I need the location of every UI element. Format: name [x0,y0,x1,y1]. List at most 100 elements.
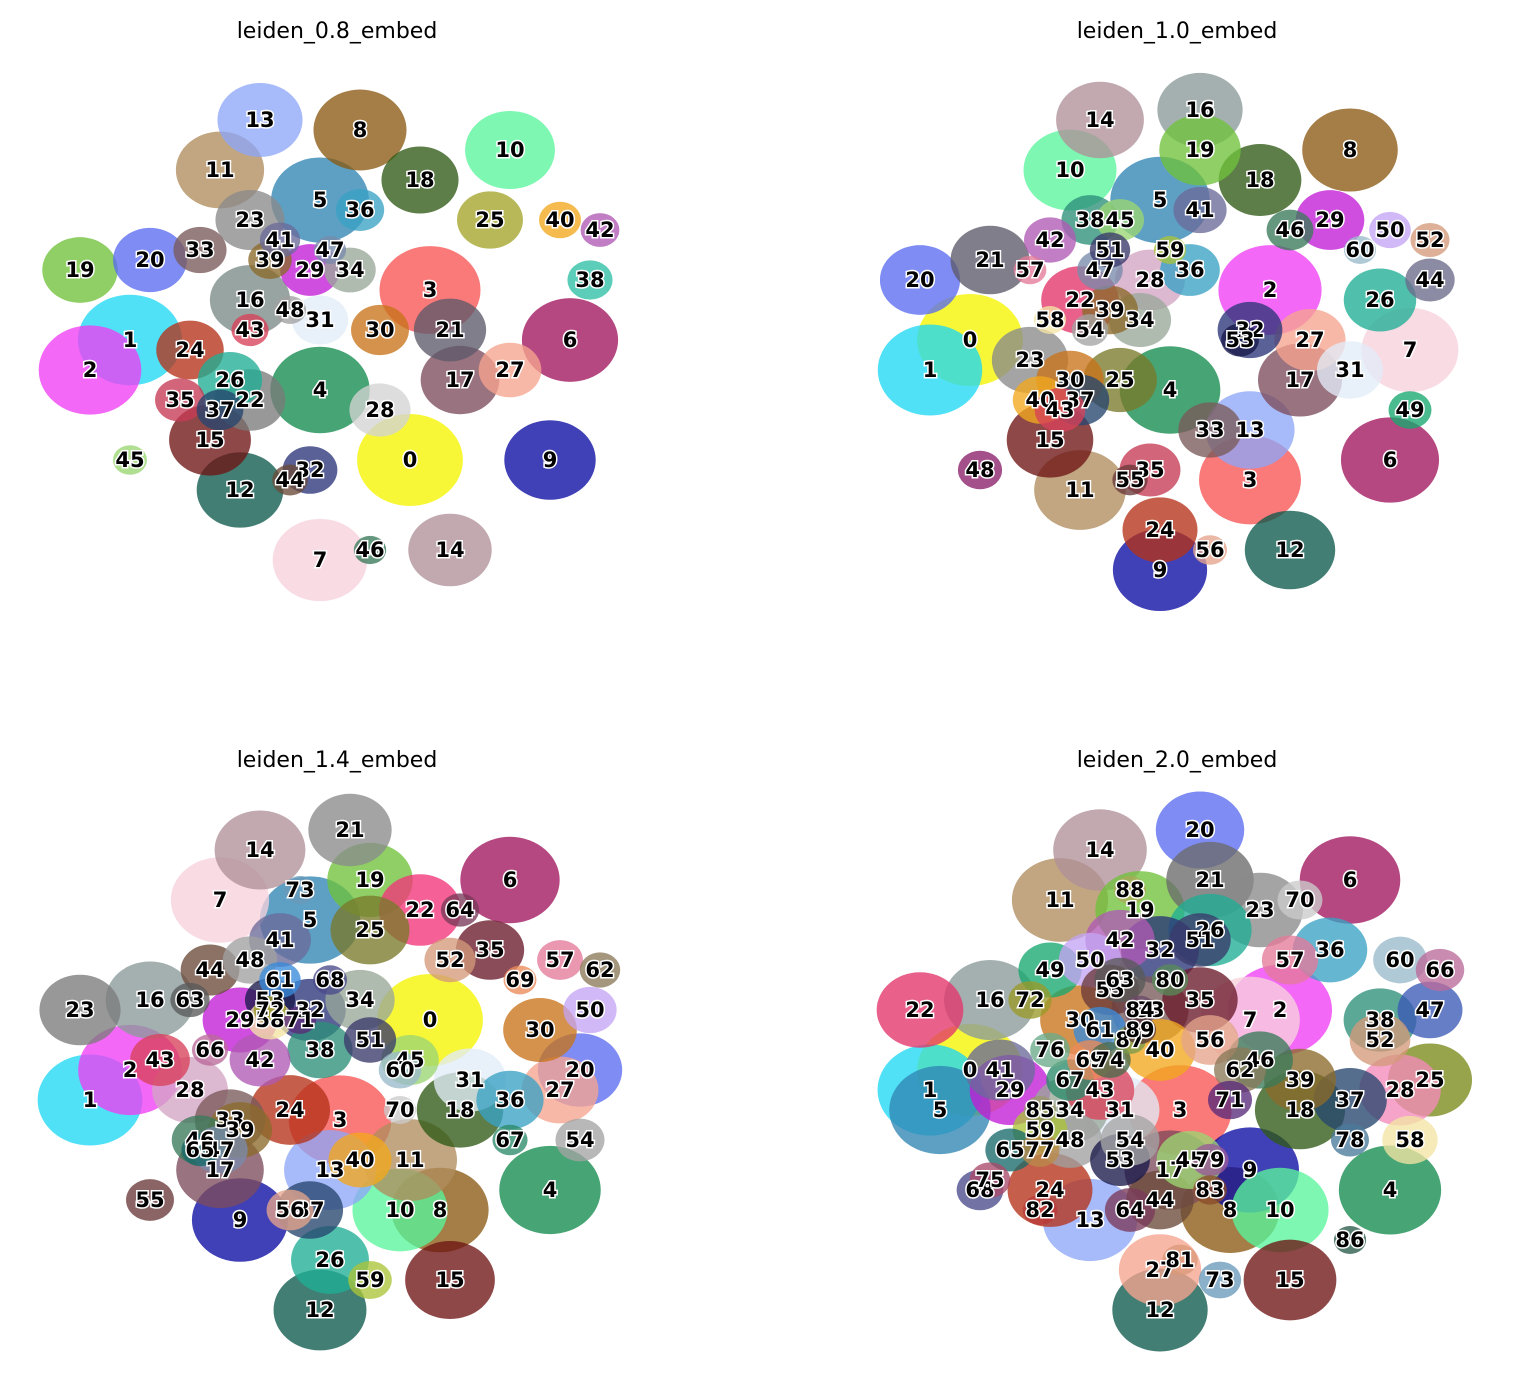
cluster-label-17: 17 [205,1158,234,1182]
cluster-label-71: 71 [1215,1088,1244,1112]
cluster-blob-64 [440,893,480,927]
cluster-label-77: 77 [1025,1138,1054,1162]
cluster-label-9: 9 [1243,1158,1258,1182]
cluster-label-13: 13 [1235,418,1264,442]
cluster-blob-53 [1221,323,1259,357]
cluster-blob-84 [1123,995,1157,1025]
cluster-blob-40 [328,1132,392,1188]
cluster-label-40: 40 [1025,388,1054,412]
cluster-label-14: 14 [435,538,464,562]
cluster-label-45: 45 [1175,1148,1204,1172]
cluster-blob-54 [555,1118,605,1162]
cluster-label-23: 23 [235,208,264,232]
cluster-blob-6 [1340,417,1440,503]
cluster-label-38: 38 [1365,1008,1394,1032]
cluster-label-54: 54 [1115,1128,1144,1152]
cluster-label-22: 22 [905,998,934,1022]
cluster-blob-56 [1192,535,1228,565]
cluster-label-37: 37 [205,398,234,422]
cluster-blob-52 [424,937,476,983]
cluster-label-1: 1 [923,358,938,382]
cluster-blob-22 [876,972,964,1048]
cluster-blob-81 [1162,1244,1198,1276]
cluster-label-9: 9 [233,1208,248,1232]
cluster-label-6: 6 [503,868,518,892]
cluster-label-2: 2 [1273,998,1288,1022]
cluster-label-18: 18 [1285,1098,1314,1122]
cluster-blob-59 [348,1261,392,1299]
cluster-label-31: 31 [1335,358,1364,382]
cluster-label-44: 44 [1145,1188,1174,1212]
cluster-blob-1 [877,324,983,416]
cluster-label-23: 23 [1245,898,1274,922]
cluster-label-72: 72 [1015,988,1044,1012]
cluster-label-43: 43 [1085,1078,1114,1102]
cluster-blob-16 [105,961,195,1039]
panel-leiden-0-8: leiden_0.8_embed 01234567891011121314151… [38,19,620,602]
cluster-label-40: 40 [1145,1038,1174,1062]
cluster-blob-14 [1053,809,1147,891]
cluster-label-37: 37 [295,1198,324,1222]
cluster-label-42: 42 [245,1048,274,1072]
cluster-label-86: 86 [1335,1228,1364,1252]
panel-title: leiden_0.8_embed [237,19,438,44]
cluster-label-45: 45 [1105,208,1134,232]
cluster-label-21: 21 [435,318,464,342]
cluster-blob-48 [273,296,307,324]
cluster-label-15: 15 [1275,1268,1304,1292]
cluster-blob-33 [1178,402,1242,458]
cluster-blob-29 [1295,190,1365,250]
cluster-label-27: 27 [545,1078,574,1102]
cluster-blob-55 [126,1179,174,1221]
panel-leiden-2-0: leiden_2.0_embed 01234567891011121314151… [876,748,1473,1352]
cluster-label-27: 27 [1145,1258,1174,1282]
cluster-blob-36 [335,188,385,232]
cluster-blob-57 [537,940,583,980]
cluster-label-47: 47 [1415,998,1444,1022]
cluster-label-28: 28 [365,398,394,422]
cluster-label-15: 15 [1035,428,1064,452]
cluster-label-44: 44 [275,468,304,492]
cluster-label-11: 11 [1045,888,1074,912]
cluster-label-57: 57 [545,948,574,972]
cluster-label-42: 42 [585,218,614,242]
cluster-blob-8 [313,89,407,171]
cluster-label-33: 33 [1135,998,1164,1022]
cluster-blob-63 [1094,957,1146,1003]
cluster-blob-38 [287,1021,353,1079]
cluster-blob-51 [1169,913,1231,967]
cluster-blob-50 [1369,211,1411,249]
cluster-label-63: 63 [1105,968,1134,992]
cluster-blob-68 [312,965,348,995]
cluster-blob-35 [155,378,205,422]
cluster-label-53: 53 [1225,328,1254,352]
cluster-blob-45 [113,445,147,475]
cluster-blob-72 [1008,981,1052,1019]
cluster-blob-60 [1373,936,1427,984]
cluster-blob-14 [408,513,492,587]
cluster-label-20: 20 [135,248,164,272]
cluster-label-22: 22 [405,898,434,922]
cluster-label-59: 59 [1155,238,1184,262]
cluster-label-72: 72 [255,998,284,1022]
cluster-blob-30 [503,997,577,1063]
cluster-blob-40 [539,201,581,239]
cluster-label-1: 1 [123,328,138,352]
cluster-label-34: 34 [1125,308,1154,332]
cluster-label-69: 69 [505,968,534,992]
cluster-label-35: 35 [1185,988,1214,1012]
cluster-label-17: 17 [1155,1158,1184,1182]
cluster-label-85: 85 [1025,1098,1054,1122]
cluster-label-24: 24 [1035,1178,1064,1202]
cluster-label-52: 52 [1365,1028,1394,1052]
cluster-label-62: 62 [585,958,614,982]
cluster-blob-26 [1343,268,1417,332]
cluster-blob-5 [889,1065,991,1155]
cluster-label-56: 56 [1195,1028,1224,1052]
cluster-label-25: 25 [1415,1068,1444,1092]
cluster-label-30: 30 [365,318,394,342]
cluster-blob-6 [460,836,560,924]
cluster-label-14: 14 [1085,108,1114,132]
